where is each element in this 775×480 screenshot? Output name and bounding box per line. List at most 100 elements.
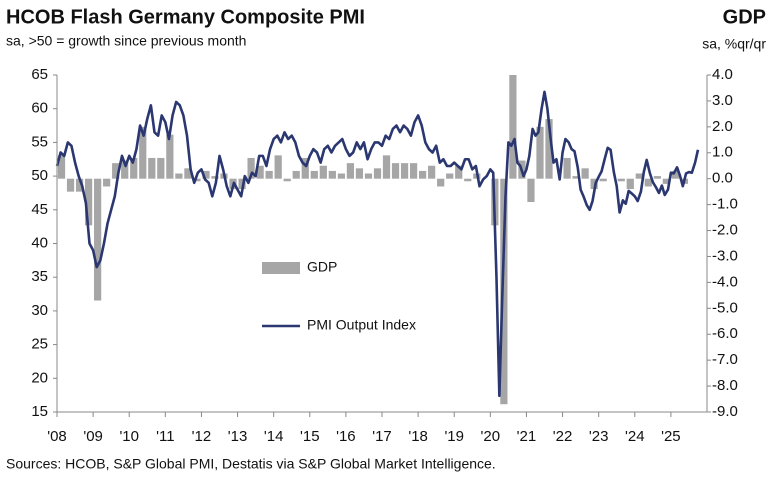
- gdp-bar: [265, 170, 273, 179]
- x-tick-label: '09: [83, 428, 103, 445]
- gdp-bar: [121, 160, 129, 179]
- gdp-bar: [175, 173, 183, 179]
- gdp-bar: [310, 170, 318, 179]
- legend-label: GDP: [307, 259, 337, 275]
- x-tick-label: '11: [156, 428, 174, 445]
- gdp-bar: [599, 178, 607, 182]
- gdp-bar: [364, 173, 373, 179]
- gdp-bar: [428, 165, 436, 179]
- gdp-bar: [581, 168, 589, 179]
- y-tick-label: 35: [31, 268, 48, 285]
- y-tick-label: 45: [31, 201, 48, 218]
- gdp-bar: [409, 163, 418, 179]
- y-tick-label: 55: [31, 133, 48, 150]
- gdp-bar: [274, 155, 282, 179]
- y-tick-label: 60: [31, 100, 48, 117]
- x-tick-label: '10: [119, 428, 139, 445]
- x-tick-label: '14: [264, 428, 284, 445]
- y2-tick-label: -4.0: [712, 273, 738, 290]
- gdp-bar: [617, 178, 625, 182]
- gdp-bar: [437, 178, 445, 187]
- gdp-bar: [247, 157, 255, 179]
- gdp-bar: [563, 157, 571, 179]
- gdp-bar: [292, 170, 300, 179]
- y2-tick-label: -1.0: [712, 196, 738, 213]
- gdp-bar: [464, 178, 472, 182]
- gdp-bar: [671, 170, 680, 179]
- gdp-bar: [157, 157, 165, 179]
- gdp-bar: [626, 178, 634, 190]
- y2-tick-label: 4.0: [712, 66, 733, 83]
- source-note: Sources: HCOB, S&P Global PMI, Destatis …: [6, 456, 496, 472]
- y2-tick-label: -6.0: [712, 325, 738, 342]
- x-tick-label: '18: [408, 428, 428, 445]
- gdp-bar: [590, 178, 598, 190]
- gdp-bar: [148, 157, 156, 179]
- x-tick-label: '22: [553, 428, 573, 445]
- y2-tick-label: 1.0: [712, 144, 733, 161]
- x-tick-label: '16: [336, 428, 356, 445]
- y-tick-label: 50: [31, 167, 48, 184]
- gdp-bar: [400, 163, 409, 179]
- y2-tick-label: -8.0: [712, 377, 738, 394]
- y2-tick-label: 0.0: [712, 170, 733, 187]
- y-tick-label: 25: [31, 336, 48, 353]
- gdp-bar: [446, 173, 454, 179]
- gdp-bar: [545, 119, 553, 179]
- y2-tick-label: 3.0: [712, 92, 733, 109]
- x-tick-label: '21: [517, 428, 537, 445]
- chart-subtitle: sa, >50 = growth since previous month: [6, 33, 246, 49]
- gdp-bar: [635, 173, 643, 179]
- gdp-bar: [419, 170, 427, 179]
- y2-tick-label: -7.0: [712, 351, 738, 368]
- x-tick-label: '15: [300, 428, 320, 445]
- gdp-bar: [382, 155, 391, 179]
- y-tick-label: 30: [31, 302, 48, 319]
- y2-tick-label: -3.0: [712, 247, 738, 264]
- gdp-bar: [653, 176, 661, 179]
- gdp-bar: [130, 157, 138, 179]
- x-tick-label: '23: [589, 428, 609, 445]
- legend-swatch: [262, 262, 300, 274]
- y2-tick-label: -2.0: [712, 222, 738, 239]
- gdp-bar: [238, 178, 246, 190]
- y-tick-label: 40: [31, 234, 48, 251]
- gdp-bar: [166, 134, 174, 179]
- gdp-bar: [193, 178, 201, 182]
- gdp-bar: [355, 168, 364, 179]
- x-tick-label: '20: [481, 428, 501, 445]
- gdp-bar: [103, 178, 111, 187]
- y2-tick-label: -9.0: [712, 403, 738, 420]
- x-tick-label: '25: [661, 428, 681, 445]
- x-tick-label: '08: [47, 428, 67, 445]
- gdp-bar: [112, 163, 120, 179]
- y2-tick-label: -5.0: [712, 299, 738, 316]
- gdp-bar: [373, 168, 382, 179]
- gdp-bar: [500, 178, 508, 405]
- y2-subtitle: sa, %qr/qr: [702, 36, 766, 52]
- x-tick-label: '24: [625, 428, 645, 445]
- gdp-bar: [57, 155, 66, 179]
- y2-tick-label: 2.0: [712, 118, 733, 135]
- gdp-bar: [644, 178, 652, 187]
- gdp-bar: [202, 170, 210, 179]
- gdp-bar: [301, 157, 309, 179]
- gdp-bar: [84, 178, 93, 226]
- gdp-bar: [536, 126, 544, 179]
- gdp-bar: [346, 163, 355, 179]
- x-tick-label: '19: [444, 428, 464, 445]
- x-tick-label: '12: [192, 428, 212, 445]
- gdp-bar: [319, 165, 327, 179]
- gdp-bar: [391, 163, 400, 179]
- gdp-bar: [184, 168, 192, 179]
- x-tick-label: '13: [228, 428, 248, 445]
- y-tick-label: 15: [31, 403, 48, 420]
- y-tick-label: 65: [31, 66, 48, 83]
- y-tick-label: 20: [31, 369, 48, 386]
- pmi-line: [55, 90, 700, 398]
- gdp-bar: [256, 165, 264, 179]
- line-layer: [55, 90, 700, 398]
- y2-title: GDP: [723, 6, 766, 28]
- gdp-bar: [211, 176, 219, 179]
